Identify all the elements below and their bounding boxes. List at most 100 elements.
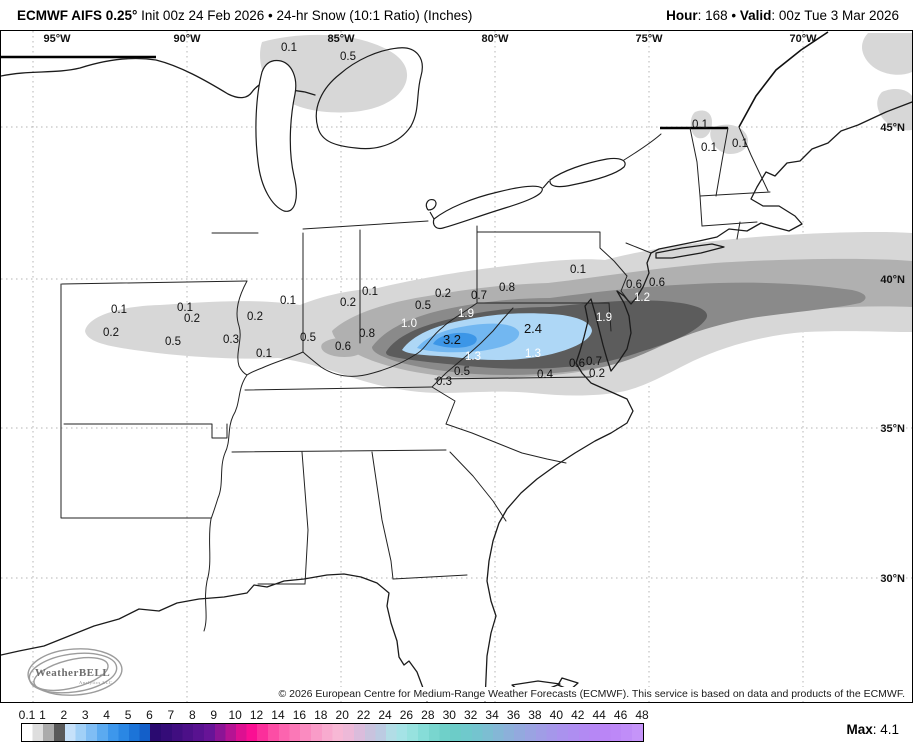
hour-label: Hour (666, 7, 698, 23)
contour-label: 2.4 (524, 321, 542, 336)
valid-value: : 00z Tue 3 Mar 2026 (771, 7, 899, 23)
contour-label: 0.1 (570, 264, 586, 276)
product-title: ECMWF AIFS 0.25° Init 00z 24 Feb 2026 • … (17, 8, 472, 23)
color-scale-tick: 38 (528, 708, 542, 722)
color-scale-tick: 22 (356, 708, 371, 722)
contour-label: 0.1 (111, 304, 127, 316)
color-scale-tick-labels: 0.1 1 2 3 4 5 6 7 8 9 10 12 14 16 18 20 22 24 26 28 30 32 34 36… (18, 708, 661, 722)
color-scale-tick: 44 (592, 708, 606, 722)
max-value: Max: 4.1 (846, 722, 899, 737)
max-number: : 4.1 (872, 722, 899, 737)
color-scale-cell (43, 724, 65, 741)
contour-label: 0.8 (499, 282, 515, 294)
copyright-notice: © 2026 European Centre for Medium-Range … (274, 687, 909, 701)
contour-label: 1.2 (634, 292, 650, 304)
contour-label: 1.3 (525, 348, 541, 360)
color-scale-cell (514, 724, 536, 741)
color-scale-cell (578, 724, 600, 741)
color-scale-tick: 26 (399, 708, 414, 722)
hour-valid-title: Hour: 168 • Valid: 00z Tue 3 Mar 2026 (666, 8, 899, 23)
contour-label: 0.1 (281, 42, 297, 54)
color-scale-cell (300, 724, 322, 741)
color-scale-cell (150, 724, 172, 741)
color-scale-tick: 7 (167, 708, 175, 722)
color-scale-cell (428, 724, 451, 741)
longitude-label: 70°W (789, 33, 817, 45)
contour-label: 0.4 (537, 369, 554, 381)
longitude-label: 85°W (327, 33, 355, 45)
contour-label: 1.3 (465, 351, 481, 363)
contour-label: 0.6 (335, 341, 351, 353)
color-scale-cell (471, 724, 493, 741)
color-scale-cell (278, 724, 301, 741)
color-scale-cell (407, 724, 429, 741)
contour-label: 0.2 (340, 297, 356, 309)
contour-label: 0.7 (586, 356, 602, 368)
latitude-label: 40°N (880, 274, 905, 286)
contour-label: 0.5 (340, 51, 356, 63)
color-scale-tick: 30 (442, 708, 456, 722)
contour-label: 0.2 (103, 327, 119, 339)
color-scale-tick: 2 (60, 708, 68, 722)
product-name: ECMWF AIFS 0.25° (17, 7, 138, 23)
color-scale-cell (343, 724, 365, 741)
color-scale-tick: 24 (378, 708, 392, 722)
color-scale-tick: 1 (39, 708, 46, 722)
color-scale-tick: 3 (81, 708, 89, 722)
longitude-label: 95°W (43, 33, 71, 45)
color-scale-tick: 4 (103, 708, 110, 722)
color-scale-tick: 14 (271, 708, 285, 722)
contour-value-labels: 0.1 0.2 0.1 0.2 0.5 0.2 0.1 0.3 0.5 0.1 0.2 0.6 0.1 0… (103, 42, 748, 388)
color-scale-cell (171, 724, 194, 741)
color-scale-bar (21, 723, 644, 742)
valid-label: Valid (739, 7, 772, 23)
contour-label: 3.2 (443, 332, 461, 347)
color-scale-cell (22, 724, 44, 741)
contour-label: 0.1 (177, 302, 193, 314)
color-scale-tick: 18 (314, 708, 328, 722)
color-scale-cell (193, 724, 215, 741)
color-scale-cell (364, 724, 386, 741)
color-scale-cell (107, 724, 130, 741)
axis-labels: 95°W 90°W 85°W 80°W 75°W 70°W 45°N 40°N 35°N 30°N (43, 33, 905, 585)
color-scale-section: 0.1 1 2 3 4 5 6 7 8 9 10 12 14 16 18 20 22 24 26 28 30 32 34 36… (0, 703, 913, 750)
contour-label: 0.6 (626, 279, 642, 291)
contour-label: 0.1 (362, 286, 378, 298)
color-scale-cell (236, 724, 258, 741)
longitude-label: 80°W (481, 33, 509, 45)
contour-label: 0.2 (435, 288, 451, 300)
color-scale-tick: 16 (292, 708, 307, 722)
color-scale-cell (535, 724, 558, 741)
contour-label: 0.5 (165, 336, 181, 348)
geography-lines (1, 31, 912, 702)
product-subtitle: Init 00z 24 Feb 2026 • 24-hr Snow (10:1 … (137, 7, 473, 23)
logo-text: WeatherBELL (35, 667, 110, 679)
contour-label: 0.6 (649, 277, 665, 289)
color-scale-tick: 48 (635, 708, 649, 722)
color-scale-cell (621, 724, 643, 741)
color-scale-cell (599, 724, 622, 741)
latitude-label: 35°N (880, 423, 905, 435)
longitude-label: 90°W (173, 33, 201, 45)
color-scale-tick: 0.1 (18, 708, 36, 722)
color-scale-tick: 28 (421, 708, 435, 722)
color-scale-tick: 6 (146, 708, 153, 722)
color-scale-tick: 34 (485, 708, 499, 722)
contour-label: 0.3 (436, 376, 452, 388)
color-scale-tick: 9 (210, 708, 218, 722)
color-scale-tick: 10 (228, 708, 242, 722)
weatherbell-logo: WeatherBELL Analytics LLC (21, 647, 141, 703)
contour-label: 1.9 (458, 308, 474, 320)
color-scale-cell (64, 724, 87, 741)
contour-label: 0.2 (589, 368, 605, 380)
color-scale-cell (557, 724, 579, 741)
hour-value: : 168 • (697, 7, 740, 23)
contour-label: 0.2 (247, 311, 263, 323)
longitude-label: 75°W (635, 33, 663, 45)
color-scale-cell (492, 724, 515, 741)
forecast-map: 0.1 0.2 0.1 0.2 0.5 0.2 0.1 0.3 0.5 0.1 0.2 0.6 0.1 0… (0, 30, 913, 703)
color-scale-tick: 20 (335, 708, 349, 722)
contour-label: 0.1 (732, 138, 748, 150)
contour-label: 0.3 (223, 334, 239, 346)
contour-label: 0.1 (256, 348, 272, 360)
